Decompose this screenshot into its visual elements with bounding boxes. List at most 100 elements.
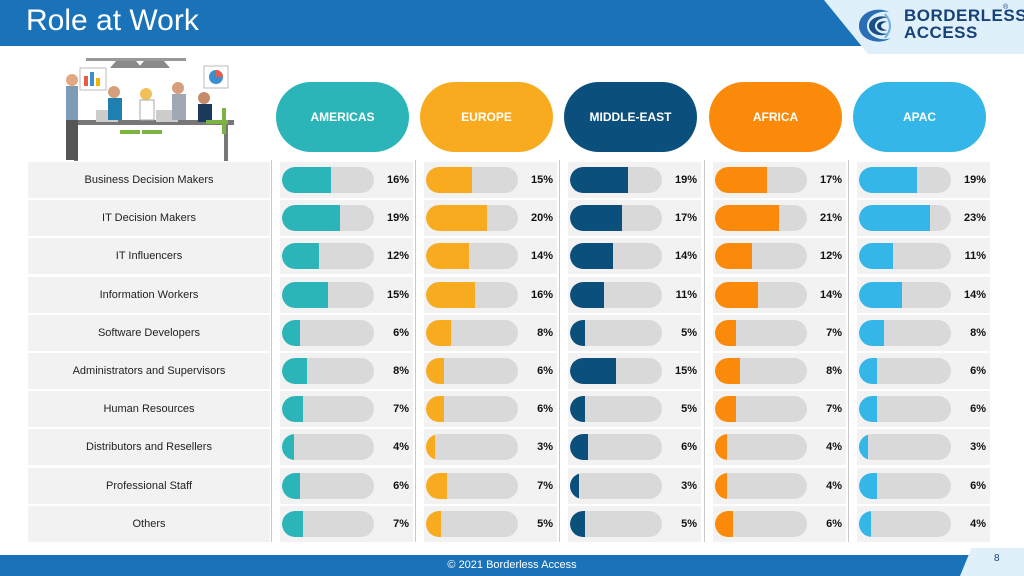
bar [859,473,877,499]
logo-line1: BORDERLESS [904,6,1024,25]
column-divider [559,160,560,542]
row-label: Information Workers [28,277,270,313]
bar [426,243,469,269]
data-label: 6% [970,403,986,415]
data-cell: 6% [713,506,846,542]
data-cell: 5% [568,391,701,427]
data-cell: 6% [424,353,557,389]
data-label: 6% [393,480,409,492]
data-label: 8% [970,327,986,339]
data-label: 12% [819,250,842,262]
bar-track [715,358,807,384]
bar [715,243,752,269]
bar-track [859,243,951,269]
bar [570,358,616,384]
data-cell: 19% [857,162,990,198]
column-divider [271,160,272,542]
data-label: 6% [970,365,986,377]
data-cell: 17% [713,162,846,198]
data-cell: 17% [568,200,701,236]
bar-track [282,320,374,346]
data-label: 7% [393,518,409,530]
data-cell: 6% [568,429,701,465]
data-cell: 3% [424,429,557,465]
bar [282,243,319,269]
footer-copyright: © 2021 Borderless Access [447,559,577,571]
bar [426,205,487,231]
data-label: 3% [681,480,697,492]
data-label: 8% [393,365,409,377]
data-cell: 20% [424,200,557,236]
data-label: 19% [674,174,697,186]
bar-track [715,511,807,537]
bar-track [426,358,518,384]
bar [282,167,331,193]
bar-track [715,282,807,308]
bar [426,473,447,499]
data-cell: 14% [568,238,701,274]
data-label: 17% [819,174,842,186]
data-cell: 8% [280,353,413,389]
data-label: 7% [393,403,409,415]
data-label: 5% [681,518,697,530]
data-label: 4% [393,441,409,453]
data-label: 4% [970,518,986,530]
bar [570,282,604,308]
bar-track [570,396,662,422]
data-label: 6% [826,518,842,530]
data-cell: 7% [713,315,846,351]
bar [715,396,736,422]
bar [282,358,307,384]
data-cell: 21% [713,200,846,236]
data-cell: 16% [424,277,557,313]
bar-track [570,167,662,193]
row-label: Professional Staff [28,468,270,504]
data-label: 4% [826,480,842,492]
bar-track [715,396,807,422]
data-label: 15% [674,365,697,377]
logo-registered-mark: ® [1003,4,1009,11]
bar [570,320,585,346]
office-team-illustration [66,58,234,161]
bar-track [282,358,374,384]
bar-track [426,396,518,422]
data-cell: 3% [568,468,701,504]
region-pill-apac: APAC [853,82,986,152]
data-label: 3% [970,441,986,453]
data-cell: 6% [857,353,990,389]
data-label: 15% [386,289,409,301]
bar-track [282,282,374,308]
row-label: IT Influencers [28,238,270,274]
data-label: 11% [964,250,986,262]
bar-track [426,320,518,346]
bar-track [715,167,807,193]
data-cell: 19% [280,200,413,236]
bar [282,434,294,460]
bar-track [426,205,518,231]
data-cell: 6% [280,468,413,504]
bar [715,282,758,308]
column-divider [848,160,849,542]
column-divider [415,160,416,542]
bar-track [426,243,518,269]
bar-track [570,434,662,460]
data-cell: 8% [424,315,557,351]
data-cell: 7% [280,506,413,542]
data-cell: 14% [424,238,557,274]
data-cell: 4% [857,506,990,542]
bar-track [715,243,807,269]
data-cell: 3% [857,429,990,465]
data-label: 19% [386,212,409,224]
bar-track [570,473,662,499]
bar-track [570,282,662,308]
bar-track [426,167,518,193]
bar [570,167,628,193]
data-label: 15% [530,174,553,186]
data-cell: 12% [280,238,413,274]
data-cell: 15% [568,353,701,389]
data-label: 16% [386,174,409,186]
bar [426,167,472,193]
row-label: Distributors and Resellers [28,429,270,465]
bar [859,358,877,384]
data-label: 14% [530,250,553,262]
